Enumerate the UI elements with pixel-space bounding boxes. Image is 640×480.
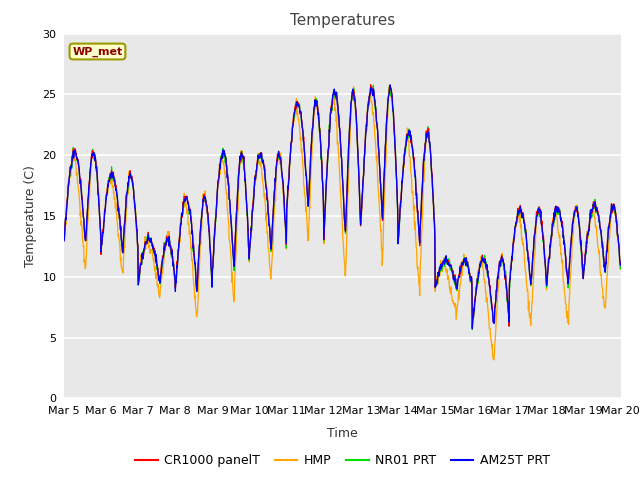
Legend: CR1000 panelT, HMP, NR01 PRT, AM25T PRT: CR1000 panelT, HMP, NR01 PRT, AM25T PRT <box>130 449 555 472</box>
Text: WP_met: WP_met <box>72 47 123 57</box>
Title: Temperatures: Temperatures <box>290 13 395 28</box>
Y-axis label: Temperature (C): Temperature (C) <box>24 165 36 267</box>
X-axis label: Time: Time <box>327 427 358 440</box>
